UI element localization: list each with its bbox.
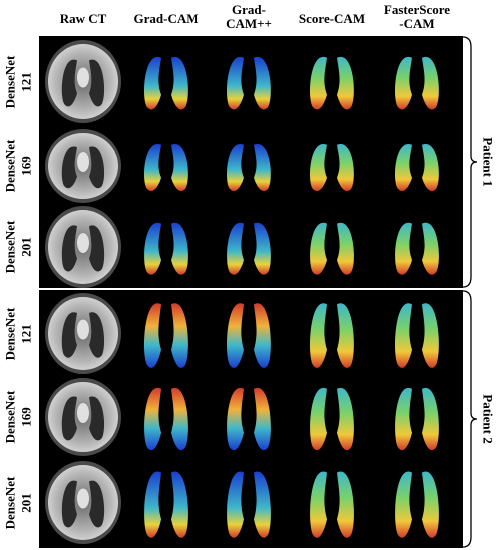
cam-right-lung bbox=[337, 56, 354, 110]
cam-right-lung bbox=[254, 144, 271, 192]
cam-right-lung bbox=[337, 303, 354, 368]
ct-right-lung bbox=[89, 312, 105, 358]
cam-right-lung bbox=[337, 222, 354, 275]
ct-left-lung bbox=[61, 146, 77, 189]
cam-right-lung bbox=[422, 56, 439, 110]
cam-left-lung bbox=[395, 303, 412, 368]
cam-left-lung bbox=[395, 387, 412, 451]
ct-mediastinum bbox=[77, 67, 89, 88]
cam-right-lung bbox=[171, 303, 188, 368]
cam-right-lung bbox=[171, 471, 188, 538]
ct-left-lung bbox=[61, 396, 77, 441]
cam-left-lung bbox=[144, 56, 161, 110]
cam-left-lung bbox=[227, 303, 244, 368]
cam-left-lung bbox=[144, 471, 161, 538]
patient-bracket bbox=[462, 36, 478, 288]
patient-bracket bbox=[462, 290, 478, 548]
column-header: Raw CT bbox=[59, 11, 107, 26]
cam-right-lung bbox=[171, 222, 188, 275]
cam-right-lung bbox=[254, 387, 271, 451]
cam-left-lung bbox=[227, 56, 244, 110]
cam-right-lung bbox=[254, 303, 271, 368]
cam-right-lung bbox=[171, 56, 188, 110]
cam-left-lung bbox=[310, 56, 327, 110]
ct-mediastinum bbox=[77, 319, 89, 340]
cam-left-lung bbox=[395, 56, 412, 110]
cam-left-lung bbox=[227, 387, 244, 451]
cam-right-lung bbox=[337, 471, 354, 538]
cam-left-lung bbox=[310, 222, 327, 275]
column-header: FasterScore -CAM bbox=[383, 2, 451, 31]
ct-left-lung bbox=[61, 480, 77, 528]
column-header: Grad- CAM++ bbox=[226, 2, 272, 31]
cam-left-lung bbox=[227, 471, 244, 538]
ct-mediastinum bbox=[77, 488, 89, 509]
ct-right-lung bbox=[89, 59, 105, 107]
cam-left-lung bbox=[144, 303, 161, 368]
cam-left-lung bbox=[310, 144, 327, 192]
cam-right-lung bbox=[422, 303, 439, 368]
cam-left-lung bbox=[144, 387, 161, 451]
cam-right-lung bbox=[422, 144, 439, 192]
cam-left-lung bbox=[144, 144, 161, 192]
cam-right-lung bbox=[254, 222, 271, 275]
cam-right-lung bbox=[171, 387, 188, 451]
cam-right-lung bbox=[254, 471, 271, 538]
column-header: Score-CAM bbox=[298, 11, 366, 26]
cam-left-lung bbox=[227, 144, 244, 192]
ct-mediastinum bbox=[77, 152, 89, 172]
cam-right-lung bbox=[254, 56, 271, 110]
cam-left-lung bbox=[310, 387, 327, 451]
cam-left-lung bbox=[310, 303, 327, 368]
ct-mediastinum bbox=[77, 233, 89, 253]
cam-right-lung bbox=[337, 387, 354, 451]
ct-right-lung bbox=[89, 146, 105, 189]
ct-left-lung bbox=[61, 59, 77, 107]
cam-left-lung bbox=[227, 222, 244, 275]
ct-left-lung bbox=[61, 225, 77, 272]
cam-right-lung bbox=[422, 222, 439, 275]
cam-right-lung bbox=[422, 387, 439, 451]
ct-right-lung bbox=[89, 396, 105, 441]
ct-right-lung bbox=[89, 480, 105, 528]
column-header: Grad-CAM bbox=[133, 11, 199, 26]
cam-right-lung bbox=[171, 144, 188, 192]
ct-mediastinum bbox=[77, 403, 89, 423]
cam-left-lung bbox=[395, 144, 412, 192]
cam-right-lung bbox=[337, 144, 354, 192]
cam-right-lung bbox=[422, 471, 439, 538]
cam-left-lung bbox=[395, 222, 412, 275]
cam-left-lung bbox=[395, 471, 412, 538]
ct-left-lung bbox=[61, 312, 77, 358]
cam-left-lung bbox=[144, 222, 161, 275]
cam-left-lung bbox=[310, 471, 327, 538]
ct-right-lung bbox=[89, 225, 105, 272]
